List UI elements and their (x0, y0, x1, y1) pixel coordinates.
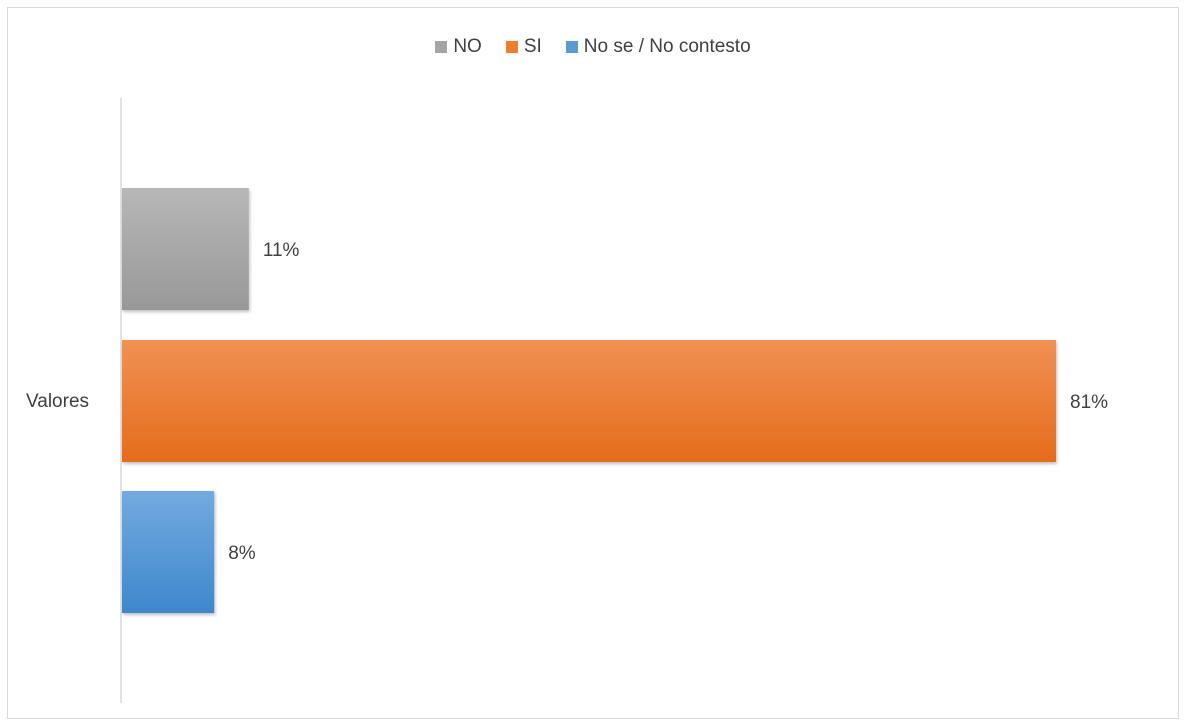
bar-no-se (122, 491, 215, 613)
legend: NO SI No se / No contesto (0, 36, 1186, 58)
category-label: Valores (26, 391, 90, 412)
data-label-no: 11% (263, 240, 300, 261)
legend-label-no: NO (453, 36, 482, 57)
data-label-si: 81% (1070, 392, 1108, 413)
legend-swatch-no-se (565, 41, 578, 53)
legend-label-si: SI (523, 36, 542, 57)
legend-swatch-no (435, 41, 448, 53)
legend-label-no-se: No se / No contesto (583, 36, 751, 57)
legend-item-no: NO (435, 36, 482, 58)
data-label-no-se: 8% (228, 543, 256, 564)
legend-item-si: SI (505, 36, 542, 58)
bar-si (122, 340, 1056, 462)
legend-swatch-si (505, 41, 518, 53)
bar-no (122, 188, 249, 310)
legend-item-no-se: No se / No contesto (565, 36, 751, 58)
